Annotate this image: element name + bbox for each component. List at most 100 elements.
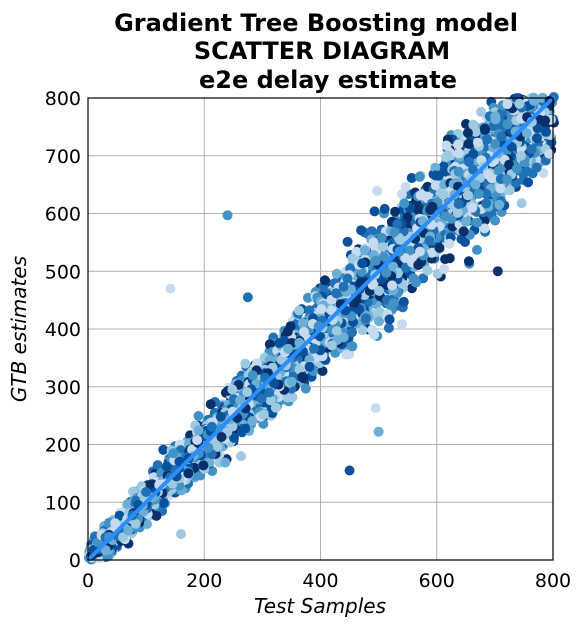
data-point — [368, 237, 379, 248]
data-point — [299, 327, 309, 337]
data-point — [523, 177, 534, 188]
data-point — [387, 280, 398, 291]
data-point — [374, 307, 385, 317]
data-point — [331, 288, 342, 299]
data-point — [496, 131, 507, 142]
data-point — [486, 173, 497, 184]
data-point — [444, 253, 455, 264]
data-point — [206, 421, 217, 432]
data-point — [531, 162, 542, 173]
reference-line-layer — [86, 96, 555, 562]
chart-title: Gradient Tree Boosting model SCATTER DIA… — [114, 9, 518, 94]
data-point — [476, 106, 487, 117]
y-tick-label: 0 — [69, 550, 81, 572]
data-point — [282, 392, 293, 403]
data-point — [480, 125, 490, 135]
data-point — [463, 256, 474, 267]
data-point — [240, 358, 251, 369]
data-point — [183, 468, 194, 479]
data-point-outlier — [222, 210, 233, 221]
data-point — [389, 227, 400, 238]
data-point-outlier — [344, 465, 355, 476]
data-point — [399, 198, 410, 209]
data-point — [468, 119, 479, 130]
data-point — [152, 460, 163, 471]
data-point — [452, 207, 463, 218]
data-point — [526, 144, 537, 155]
data-point — [414, 171, 425, 182]
data-point — [376, 232, 387, 243]
title-line-2: SCATTER DIAGRAM — [194, 37, 450, 65]
data-point — [256, 393, 267, 404]
data-point — [454, 148, 464, 159]
data-point — [220, 457, 231, 468]
data-point — [122, 499, 133, 510]
y-tick-labels: 0 100 200 300 400 500 600 700 800 — [45, 88, 81, 572]
data-point — [440, 211, 451, 222]
data-point — [400, 253, 411, 263]
y-tick-label: 300 — [45, 377, 81, 399]
data-point — [274, 338, 285, 348]
data-point — [516, 198, 527, 209]
x-axis-label: Test Samples — [254, 594, 386, 618]
data-point — [406, 173, 417, 183]
data-point — [316, 304, 327, 315]
x-tick-label: 600 — [419, 570, 455, 592]
title-line-3: e2e delay estimate — [199, 66, 457, 94]
data-point — [341, 349, 352, 360]
plot-frame — [87, 97, 554, 561]
data-point — [398, 296, 409, 307]
data-point — [215, 411, 226, 422]
data-point-outlier — [370, 403, 381, 414]
data-point — [247, 416, 258, 426]
data-point — [479, 223, 490, 234]
data-point — [444, 238, 455, 249]
data-point — [193, 411, 204, 421]
data-point — [361, 313, 371, 324]
data-point — [541, 126, 551, 137]
x-tick-label: 200 — [186, 570, 222, 592]
data-point — [453, 199, 464, 209]
data-point — [514, 98, 525, 109]
data-point — [161, 461, 172, 472]
data-point — [438, 189, 449, 200]
data-point — [504, 185, 515, 196]
data-point — [338, 281, 349, 292]
data-point — [216, 432, 227, 442]
data-point — [456, 234, 467, 244]
data-point-outlier — [165, 283, 176, 294]
data-point — [422, 265, 433, 276]
data-point-outlier — [492, 266, 503, 277]
data-point — [462, 190, 473, 201]
data-point — [462, 127, 473, 138]
data-point — [495, 183, 506, 194]
data-point — [502, 174, 513, 185]
data-point — [229, 432, 239, 443]
data-point — [388, 298, 399, 309]
data-point — [522, 166, 532, 177]
data-point — [546, 137, 557, 148]
data-point — [240, 423, 251, 434]
data-point — [297, 318, 308, 329]
data-point — [397, 319, 407, 330]
data-point — [531, 133, 542, 144]
data-point — [464, 156, 474, 167]
data-point — [415, 190, 426, 201]
data-point — [372, 186, 383, 196]
y-tick-label: 700 — [45, 146, 81, 168]
data-point — [258, 409, 269, 420]
data-point — [506, 141, 517, 152]
data-point — [433, 170, 444, 181]
data-point — [342, 273, 353, 284]
data-point — [168, 448, 179, 459]
data-point-outlier — [373, 426, 384, 437]
data-point — [357, 325, 368, 336]
data-point — [472, 137, 483, 148]
y-tick-label: 200 — [45, 435, 81, 457]
data-point — [404, 245, 415, 256]
data-point — [247, 370, 258, 381]
data-point — [427, 201, 438, 212]
data-point — [458, 226, 469, 237]
data-point — [297, 372, 308, 382]
